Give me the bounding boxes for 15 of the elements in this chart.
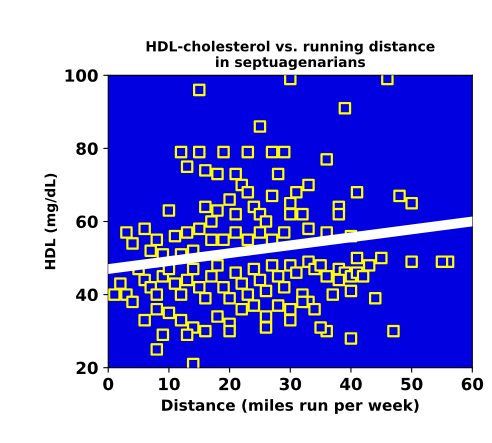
x-tick-label: 20	[219, 378, 240, 390]
x-tick-label: 0	[103, 378, 114, 390]
x-tick-label: 10	[159, 378, 180, 390]
x-tick-label: 50	[401, 378, 422, 390]
x-tick-label: 60	[462, 378, 484, 390]
y-tick-label: 40	[76, 288, 98, 302]
y-axis-title: HDL (mg/dL)	[44, 174, 58, 270]
y-tick-label: 20	[76, 362, 98, 374]
y-tick-label: 60	[76, 215, 98, 228]
x-tick-label: 30	[280, 378, 302, 390]
chart-title: HDL-cholesterol vs. running distance in septuagenarians	[146, 40, 435, 70]
y-tick-label: 100	[66, 69, 98, 82]
y-tick-label: 80	[76, 142, 98, 155]
x-tick-label: 40	[340, 378, 362, 390]
x-axis-title: Distance (miles run per week)	[162, 399, 419, 414]
